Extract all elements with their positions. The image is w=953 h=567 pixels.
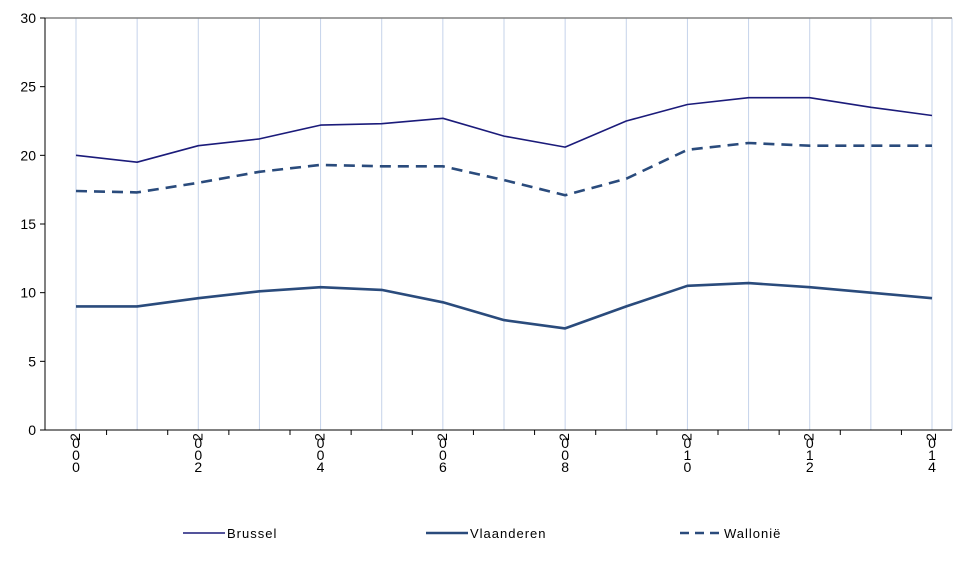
x-tick-char: 2 xyxy=(434,433,450,441)
x-tick-char: 0 xyxy=(684,435,692,451)
x-tick-char: 2 xyxy=(806,459,814,475)
x-tick-char: 0 xyxy=(561,447,569,463)
legend-item: Wallonië xyxy=(680,526,781,541)
x-tick-char: 2 xyxy=(801,433,817,441)
x-tick-char: 2 xyxy=(67,433,83,441)
x-tick-char: 0 xyxy=(439,435,447,451)
y-tick-label: 5 xyxy=(28,353,36,369)
x-tick-char: 2 xyxy=(678,433,694,441)
legend-label: Brussel xyxy=(227,526,277,541)
x-tick-char: 4 xyxy=(928,459,936,475)
x-tick-char: 0 xyxy=(928,435,936,451)
x-tick-char: 4 xyxy=(317,459,325,475)
x-tick-char: 1 xyxy=(806,447,814,463)
x-tick-char: 8 xyxy=(561,459,569,475)
series-line-walloni xyxy=(75,141,932,197)
x-tick-char: 0 xyxy=(439,447,447,463)
x-tick-char: 0 xyxy=(806,435,814,451)
y-tick-label: 10 xyxy=(20,285,36,301)
x-tick-char: 0 xyxy=(317,447,325,463)
legend-item: Brussel xyxy=(183,526,277,541)
x-tick-char: 0 xyxy=(194,447,202,463)
x-tick-char: 2 xyxy=(189,433,205,441)
x-tick-char: 2 xyxy=(194,459,202,475)
x-tick-char: 0 xyxy=(561,435,569,451)
x-tick-char: 0 xyxy=(72,459,80,475)
x-tick-char: 1 xyxy=(684,447,692,463)
y-tick-label: 20 xyxy=(20,147,36,163)
legend: Brussel Vlaanderen Wallonië xyxy=(183,526,781,541)
y-tick-label: 0 xyxy=(28,422,36,438)
y-tick-label: 30 xyxy=(20,10,36,26)
y-tick-label: 25 xyxy=(20,79,36,95)
x-tick-char: 2 xyxy=(923,433,939,441)
x-tick-char: 2 xyxy=(312,433,328,441)
legend-item: Vlaanderen xyxy=(426,526,547,541)
legend-label: Wallonië xyxy=(724,526,781,541)
x-tick-char: 0 xyxy=(194,435,202,451)
x-tick-char: 0 xyxy=(317,435,325,451)
x-tick-char: 0 xyxy=(72,447,80,463)
series-lines xyxy=(75,96,933,330)
y-tick-label: 15 xyxy=(20,216,36,232)
series-line-brussel xyxy=(75,96,933,163)
x-tick-char: 0 xyxy=(72,435,80,451)
vertical-gridlines xyxy=(75,18,953,430)
series-line-vlaanderen xyxy=(76,281,933,330)
legend-label: Vlaanderen xyxy=(470,526,547,541)
x-tick-char: 2 xyxy=(556,433,572,441)
axes: 0510152025302000200220042006200820102012… xyxy=(20,10,952,475)
x-tick-char: 6 xyxy=(439,459,447,475)
x-tick-char: 0 xyxy=(684,459,692,475)
x-tick-char: 1 xyxy=(928,447,936,463)
